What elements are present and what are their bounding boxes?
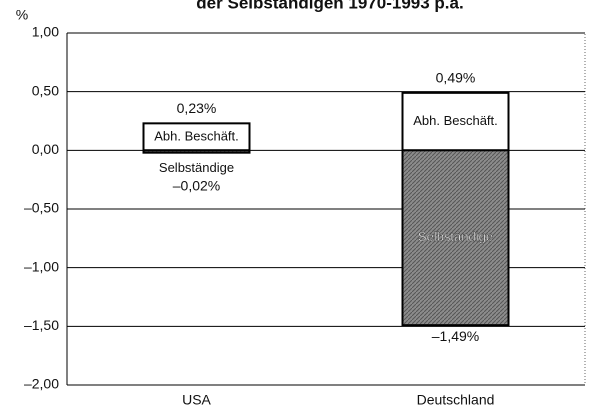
y-tick-label: 0,50 [32, 82, 59, 98]
bar-series-label: Abh. Beschäft. [154, 128, 239, 143]
bar-series-label: Selbständige [159, 160, 234, 175]
value-label: –1,49% [432, 328, 479, 344]
y-tick-label: 1,00 [32, 24, 59, 40]
bar [401, 91, 510, 152]
y-tick-label: –1,50 [24, 317, 59, 333]
x-tick-label: Deutschland [417, 392, 495, 408]
value-label: 0,49% [436, 70, 476, 86]
y-tick-label: –0,50 [24, 200, 59, 216]
y-tick-label: 0,00 [32, 141, 59, 157]
bar [142, 149, 251, 154]
bar [401, 149, 510, 327]
y-axis-label: % [16, 7, 28, 23]
x-tick-label: USA [182, 392, 211, 408]
bar-series-label: Selbständige [418, 229, 493, 244]
chart-title: der Selbständigen 1970-1993 p.a. [196, 0, 463, 12]
bar-series-label: Abh. Beschäft. [413, 113, 498, 128]
value-label: 0,23% [177, 100, 217, 116]
y-tick-label: –1,00 [24, 258, 59, 274]
y-tick-label: –2,00 [24, 376, 59, 392]
value-label: –0,02% [173, 177, 220, 193]
